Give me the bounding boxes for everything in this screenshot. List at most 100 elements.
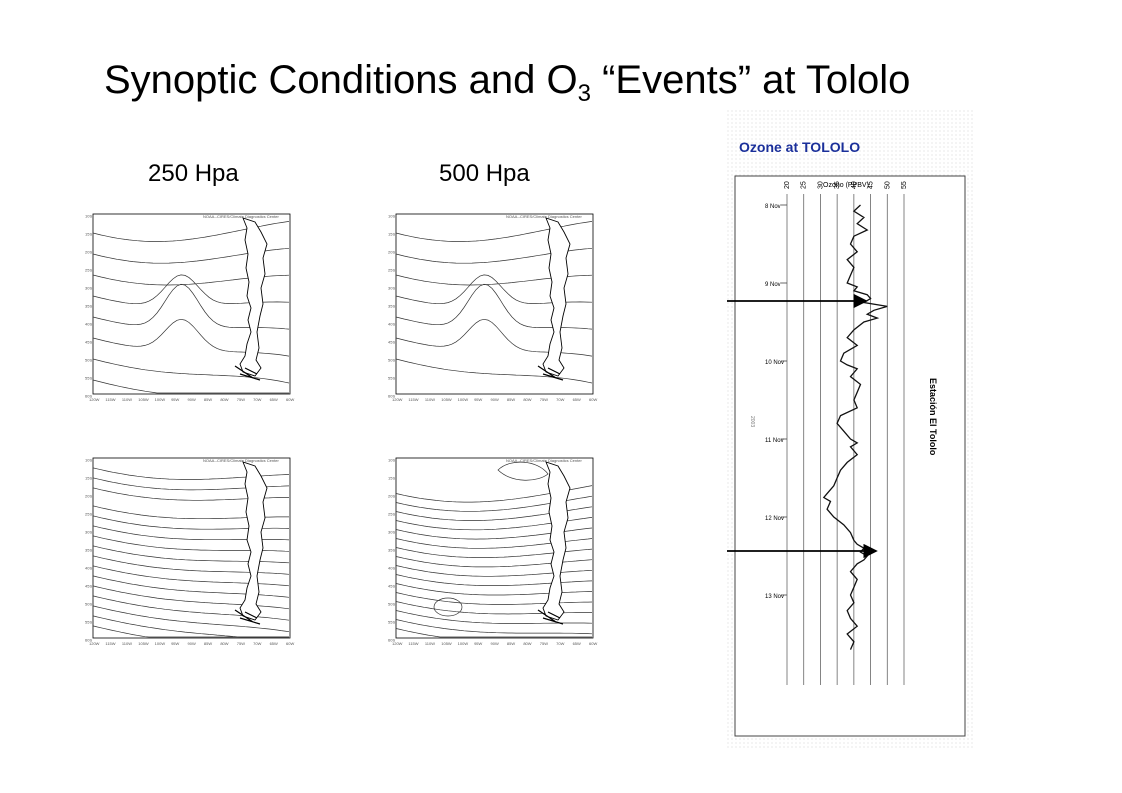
- map-lon-tick: 95W: [171, 397, 179, 402]
- map-lon-tick: 100W: [155, 641, 166, 646]
- tierra-del-fuego: [537, 365, 564, 381]
- ozone-x-tick: 40: [851, 181, 858, 189]
- map-lat-tick: 50S: [388, 602, 395, 607]
- map-lon-tick: 95W: [171, 641, 179, 646]
- ozone-x-tick: 50: [884, 181, 891, 189]
- ozone-station-label: Estación El Tololo: [928, 378, 938, 456]
- map-lat-tick: 60S: [85, 394, 92, 399]
- map-lon-tick: 100W: [155, 397, 166, 402]
- map-250hpa-top: NOAA--CIRES/Climate Diagnostics Center 10…: [85, 208, 295, 404]
- map-lat-tick: 45S: [85, 584, 92, 589]
- level-label-500: 500 Hpa: [439, 160, 530, 187]
- map-lat-tick: 15S: [388, 232, 395, 237]
- map-lat-tick: 35S: [388, 548, 395, 553]
- ozone-x-tick: 25: [801, 181, 808, 189]
- ozone-axis-label: Ozono (PPBV): [823, 182, 869, 189]
- map-lon-tick: 70W: [556, 641, 564, 646]
- map-lat-tick: 35S: [388, 304, 395, 309]
- map-lon-tick: 75W: [540, 397, 548, 402]
- title-part2: “Events” at Tololo: [590, 58, 911, 102]
- coastline-south-america: [239, 461, 268, 621]
- map-lat-tick: 20S: [388, 494, 395, 499]
- map-lat-tick: 40S: [85, 322, 92, 327]
- contour-line: [92, 625, 289, 638]
- map-lat-tick: 10S: [85, 458, 92, 463]
- map-lon-tick: 105W: [138, 641, 149, 646]
- ozone-frame: [734, 175, 966, 737]
- contour-line: [92, 358, 290, 384]
- map-lat-tick: 30S: [388, 530, 395, 535]
- map-lon-tick: 70W: [253, 641, 261, 646]
- map-lon-tick: 90W: [188, 641, 196, 646]
- map-lon-tick: 90W: [491, 397, 499, 402]
- map-250hpa-bottom: NOAA--CIRES/Climate Diagnostics Center 10…: [85, 452, 295, 648]
- map-lon-tick: 105W: [441, 397, 452, 402]
- map-lon-tick: 75W: [237, 397, 245, 402]
- ozone-date-label: 13 Nov: [765, 594, 784, 600]
- map-lon-tick: 85W: [507, 397, 515, 402]
- map-header: NOAA--CIRES/Climate Diagnostics Center: [203, 458, 279, 463]
- map-lon-tick: 75W: [540, 641, 548, 646]
- map-lat-tick: 45S: [388, 584, 395, 589]
- coastline-south-america: [239, 217, 268, 377]
- ozone-date-labels: 8 Nov 9 Nov 10 Nov 11 Nov 12 Nov 13 Nov: [765, 204, 787, 600]
- contour-line: [92, 379, 289, 394]
- map-lon-tick: 60W: [286, 641, 294, 646]
- ozone-x-tick: 45: [868, 181, 875, 189]
- map-lon-tick: 115W: [105, 641, 115, 646]
- map-lat-tick: 50S: [85, 358, 92, 363]
- map-header: NOAA--CIRES/Climate Diagnostics Center: [506, 458, 582, 463]
- map-lon-tick: 100W: [458, 397, 469, 402]
- ozone-x-tick: 30: [817, 181, 824, 189]
- slide-title: Synoptic Conditions and O3 “Events” at T…: [104, 58, 910, 108]
- map-lat-tick: 45S: [85, 340, 92, 345]
- map-lon-tick: 95W: [474, 641, 482, 646]
- ozone-svg: Ozone at TOLOLO 20 25 30 35 40 45 50 55 Ozono (…: [727, 110, 973, 750]
- map-lon-tick: 115W: [408, 397, 418, 402]
- ozone-year: 2003: [749, 416, 755, 427]
- map-lat-tick: 60S: [388, 394, 395, 399]
- ozone-date-label: 10 Nov: [765, 360, 784, 366]
- title-subscript: 3: [577, 80, 591, 107]
- map-lat-tick: 55S: [85, 376, 92, 381]
- ozone-title: Ozone at TOLOLO: [739, 139, 860, 155]
- map-lat-tick: 25S: [388, 512, 395, 517]
- map-lon-tick: 110W: [425, 397, 435, 402]
- map-lat-tick: 35S: [85, 548, 92, 553]
- map-lat-tick: 10S: [388, 458, 395, 463]
- map-lat-tick: 30S: [85, 530, 92, 535]
- map-lon-tick: 120W: [89, 397, 100, 402]
- map-lat-tick: 25S: [85, 268, 92, 273]
- map-lon-tick: 65W: [573, 397, 581, 402]
- closed-contour: [497, 461, 549, 481]
- map-lon-tick: 80W: [220, 397, 228, 402]
- contour-line: [92, 605, 290, 633]
- map-lat-tick: 15S: [85, 232, 92, 237]
- ozone-x-tick: 35: [834, 181, 841, 189]
- map-lon-tick: 65W: [270, 641, 278, 646]
- map-lon-tick: 110W: [122, 641, 132, 646]
- map-header: NOAA--CIRES/Climate Diagnostics Center: [506, 214, 582, 219]
- map-lon-tick: 115W: [105, 397, 115, 402]
- ozone-x-tick: 20: [784, 181, 791, 189]
- map-lat-tick: 50S: [388, 358, 395, 363]
- contour-line: [395, 619, 593, 635]
- ozone-x-tick: 55: [901, 181, 908, 189]
- map-lat-tick: 20S: [85, 250, 92, 255]
- map-lon-tick: 85W: [507, 641, 515, 646]
- map-lat-tick: 40S: [85, 566, 92, 571]
- map-lat-tick: 55S: [388, 620, 395, 625]
- map-lat-tick: 30S: [388, 286, 395, 291]
- map-lon-tick: 105W: [441, 641, 452, 646]
- map-lat-tick: 55S: [85, 620, 92, 625]
- map-lat-tick: 15S: [388, 476, 395, 481]
- map-lat-tick: 10S: [85, 214, 92, 219]
- map-lat-tick: 25S: [85, 512, 92, 517]
- contour-line: [395, 358, 593, 384]
- map-lat-tick: 20S: [85, 494, 92, 499]
- map-lat-tick: 15S: [85, 476, 92, 481]
- map-lon-tick: 100W: [458, 641, 469, 646]
- ozone-x-ticks: 20 25 30 35 40 45 50 55: [784, 181, 908, 189]
- map-lon-tick: 60W: [286, 397, 294, 402]
- map-lon-tick: 120W: [89, 641, 100, 646]
